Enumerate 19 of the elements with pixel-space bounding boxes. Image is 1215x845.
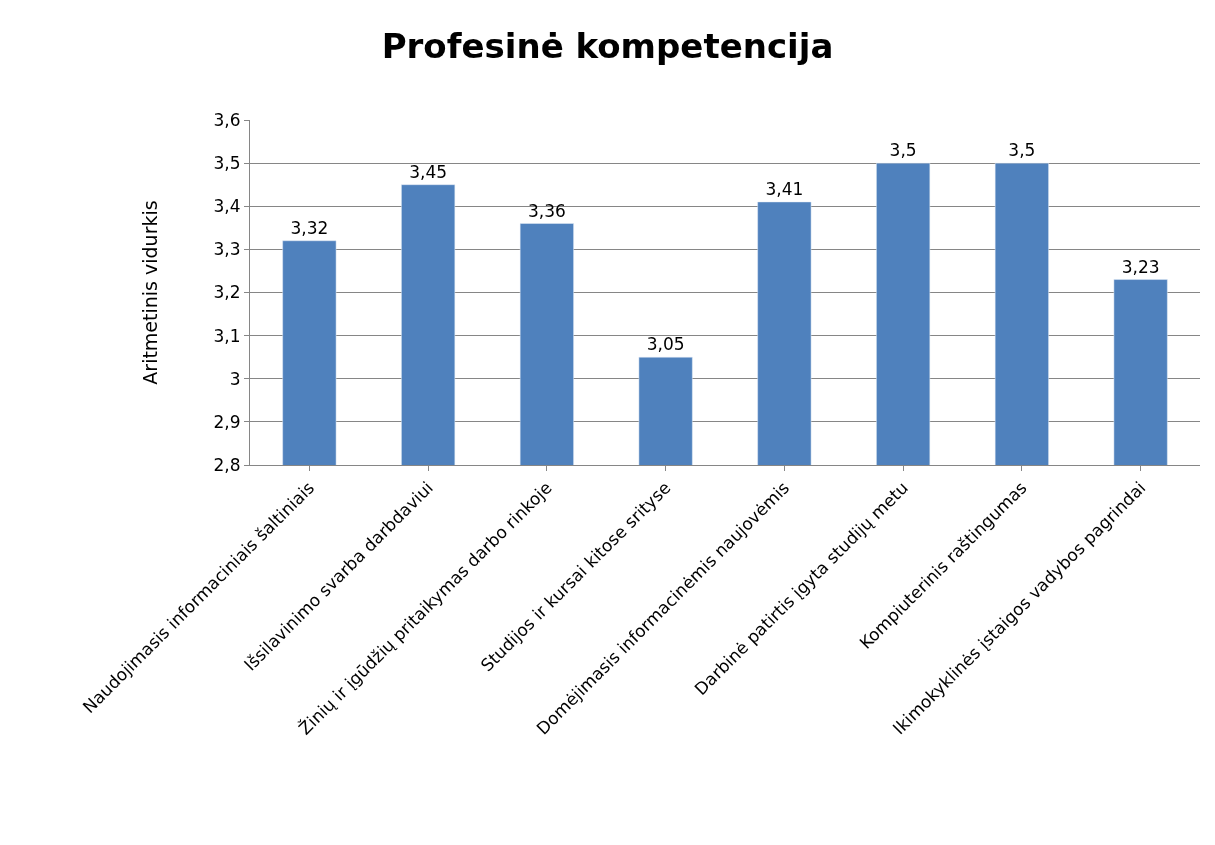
y-axis-title: Aritmetinis vidurkis <box>139 200 162 385</box>
y-tick-label: 3,3 <box>213 239 241 260</box>
y-tick-label: 2,9 <box>213 411 241 432</box>
y-tick-label: 3,1 <box>213 325 241 346</box>
data-label: 3,05 <box>646 334 685 355</box>
data-label: 3,41 <box>765 178 804 199</box>
data-label: 3,23 <box>1121 256 1160 277</box>
data-label: 3,5 <box>889 140 917 161</box>
y-tick-label: 3,5 <box>213 153 241 174</box>
chart-title: Profesinė kompetencija <box>381 25 834 66</box>
data-label: 3,32 <box>290 217 329 238</box>
y-tick-label: 3,2 <box>213 282 241 303</box>
data-label: 3,36 <box>527 200 566 221</box>
y-tick-label: 2,8 <box>213 454 241 475</box>
y-tick-label: 3,4 <box>213 196 241 217</box>
data-label: 3,45 <box>409 161 448 182</box>
y-tick-label: 3,6 <box>213 109 241 130</box>
data-label: 3,5 <box>1008 140 1036 161</box>
y-tick-label: 3 <box>229 368 241 389</box>
